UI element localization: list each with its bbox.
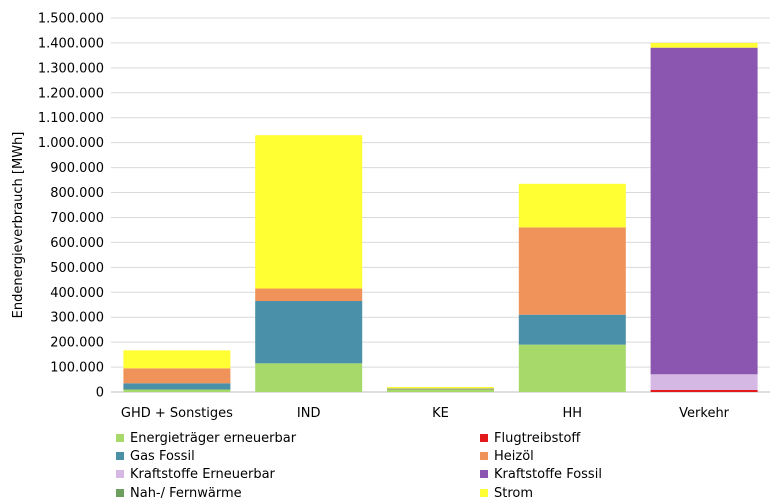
y-tick-label: 900.000 bbox=[50, 161, 104, 176]
y-tick-label: 0 bbox=[96, 386, 104, 401]
bar-segment bbox=[255, 363, 363, 392]
y-tick-label: 1.000.000 bbox=[38, 136, 104, 151]
bar-segment bbox=[123, 368, 231, 384]
bar-segment bbox=[650, 390, 758, 392]
y-tick-label: 1.100.000 bbox=[38, 111, 104, 126]
x-tick-label: KE bbox=[432, 406, 449, 421]
bars bbox=[123, 42, 758, 392]
bar-segment bbox=[387, 388, 494, 389]
bar-segment bbox=[387, 389, 494, 392]
bar-segment bbox=[123, 383, 231, 390]
x-tick-label: GHD + Sonstiges bbox=[121, 406, 233, 421]
y-tick-label: 700.000 bbox=[50, 211, 104, 226]
y-tick-label: 200.000 bbox=[50, 336, 104, 351]
x-tick-label: Verkehr bbox=[679, 406, 730, 421]
bar-segment bbox=[123, 350, 231, 369]
y-tick-label: 1.400.000 bbox=[38, 36, 104, 51]
y-axis-title: Endenergieverbrauch [MWh] bbox=[11, 132, 26, 319]
bar-segment bbox=[387, 387, 494, 389]
bar-segment bbox=[255, 288, 363, 301]
bar-segment bbox=[518, 183, 626, 228]
bar-segment bbox=[650, 374, 758, 391]
y-tick-label: 500.000 bbox=[50, 261, 104, 276]
y-tick-label: 600.000 bbox=[50, 236, 104, 251]
x-tick-label: HH bbox=[563, 406, 583, 421]
y-tick-label: 1.300.000 bbox=[38, 61, 104, 76]
bar-segment bbox=[518, 227, 626, 315]
y-tick-label: 800.000 bbox=[50, 186, 104, 201]
x-tick-labels: GHD + Sonstiges IND KE HH Verkehr bbox=[121, 406, 730, 421]
y-tick-label: 1.500.000 bbox=[38, 12, 104, 27]
x-tick-label: IND bbox=[297, 406, 321, 421]
y-tick-labels: 0 100.000 200.000 300.000 400.000 500.000 600.… bbox=[38, 12, 104, 401]
bar-segment bbox=[518, 344, 626, 392]
y-tick-label: 300.000 bbox=[50, 311, 104, 326]
bar-segment bbox=[123, 389, 231, 392]
bar-segment bbox=[650, 47, 758, 375]
bar-segment bbox=[518, 314, 626, 345]
bar-segment bbox=[255, 300, 363, 364]
bar-segment bbox=[650, 42, 758, 48]
y-tick-label: 400.000 bbox=[50, 286, 104, 301]
bar-segment bbox=[387, 388, 494, 390]
bar-segment bbox=[255, 135, 363, 289]
y-tick-label: 1.200.000 bbox=[38, 86, 104, 101]
y-tick-label: 100.000 bbox=[50, 361, 104, 376]
